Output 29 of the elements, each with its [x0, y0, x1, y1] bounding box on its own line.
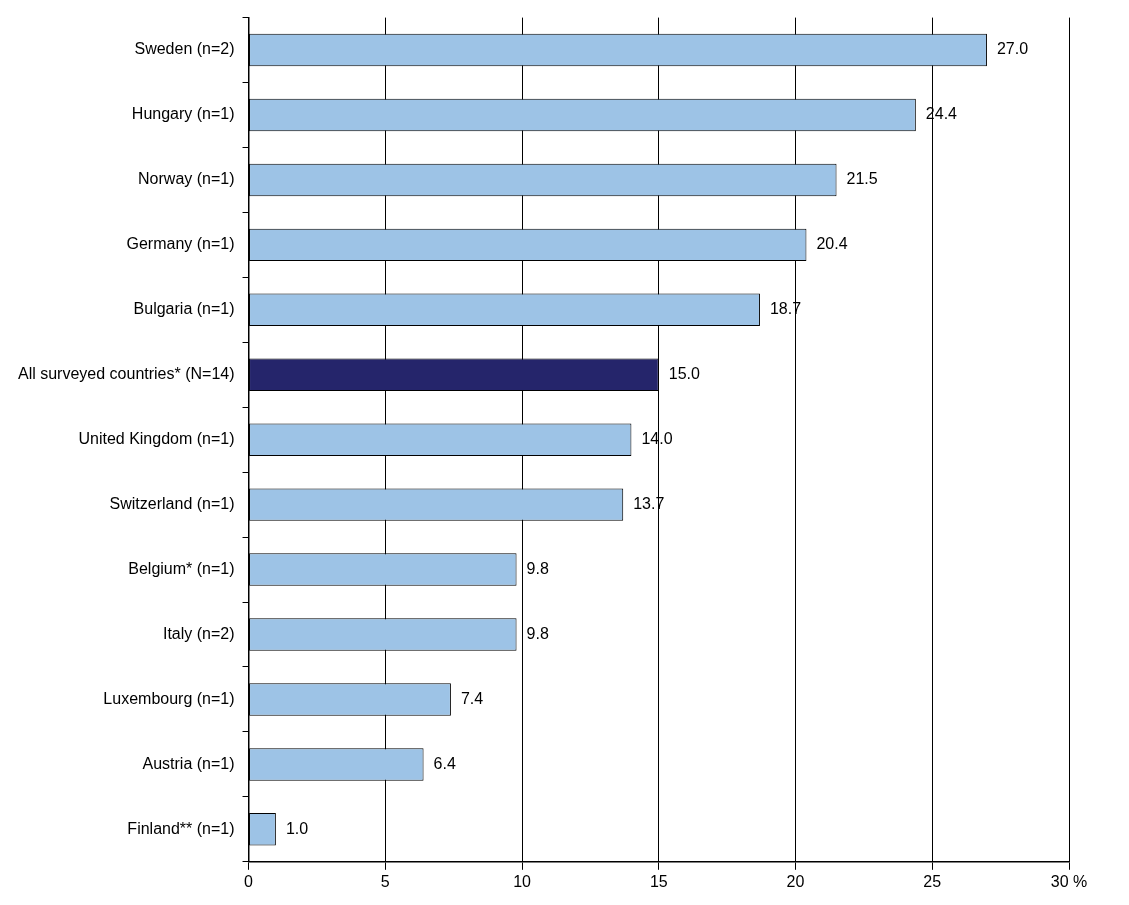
y-tick-label: Belgium* (n=1) [128, 559, 235, 577]
x-tick-label: 30 % [1050, 872, 1088, 890]
y-tick-label: Italy (n=2) [162, 624, 235, 642]
y-tick-label: Luxembourg (n=1) [103, 689, 235, 707]
y-tick-label: All surveyed countries* (N=14) [17, 365, 235, 383]
x-tick-label: 20 [786, 872, 805, 890]
y-tick-label: Switzerland (n=1) [109, 495, 235, 513]
data-label: 9.8 [526, 624, 549, 642]
data-label: 15.0 [668, 365, 701, 383]
x-tick-label: 15 [649, 872, 668, 890]
data-label: 7.4 [460, 689, 484, 707]
x-tick-label: 10 [513, 872, 532, 890]
y-tick-label: United Kingdom (n=1) [78, 430, 235, 448]
data-label: 9.8 [526, 559, 549, 577]
data-label: 21.5 [846, 170, 878, 188]
y-tick-label: Hungary (n=1) [131, 105, 235, 123]
data-label: 1.0 [285, 819, 309, 837]
x-tick-label: 5 [380, 872, 390, 890]
y-tick-label: Bulgaria (n=1) [133, 300, 235, 318]
x-tick-label: 25 [923, 872, 942, 890]
y-tick-label: Germany (n=1) [126, 235, 235, 253]
x-tick-label: 0 [244, 872, 254, 890]
data-label: 20.4 [816, 235, 848, 253]
y-tick-label: Austria (n=1) [142, 754, 235, 772]
y-tick-label: Sweden (n=2) [134, 40, 235, 58]
y-tick-label: Norway (n=1) [138, 170, 235, 188]
data-label: 27.0 [996, 40, 1029, 58]
y-tick-label: Finland** (n=1) [127, 819, 235, 837]
data-label: 6.4 [433, 754, 456, 772]
